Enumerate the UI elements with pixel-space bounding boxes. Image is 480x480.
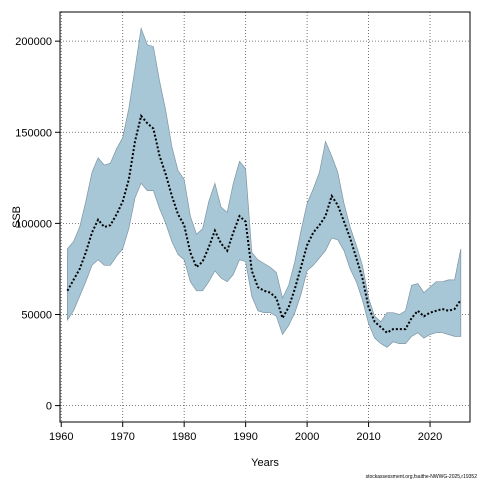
plot-frame xyxy=(59,11,471,423)
axes: 1960 1970 1980 1990 2000 2010 2020 0 50000 100000… xyxy=(15,36,442,443)
estimate-line xyxy=(66,113,462,334)
x-tick-label: 1980 xyxy=(172,431,196,443)
y-tick-label: 200000 xyxy=(15,36,52,48)
x-tick-label: 2020 xyxy=(418,431,442,443)
y-tick-label: 150000 xyxy=(15,127,52,139)
y-tick-label: 50000 xyxy=(21,309,52,321)
y-axis-title: SSB xyxy=(11,206,23,228)
y-tick-label: 0 xyxy=(46,401,52,413)
confidence-band xyxy=(67,27,462,348)
x-axis-title: Years xyxy=(251,457,279,469)
y-tick-label: 100000 xyxy=(15,218,52,230)
x-tick-label: 1970 xyxy=(110,431,134,443)
x-tick-label: 1990 xyxy=(233,431,257,443)
x-tick-label: 2010 xyxy=(356,431,380,443)
x-tick-label: 1960 xyxy=(49,431,73,443)
x-tick-label: 2000 xyxy=(295,431,319,443)
source-note: stockassessment.org,fsaithe-NWWG-2025,r1… xyxy=(366,474,478,480)
